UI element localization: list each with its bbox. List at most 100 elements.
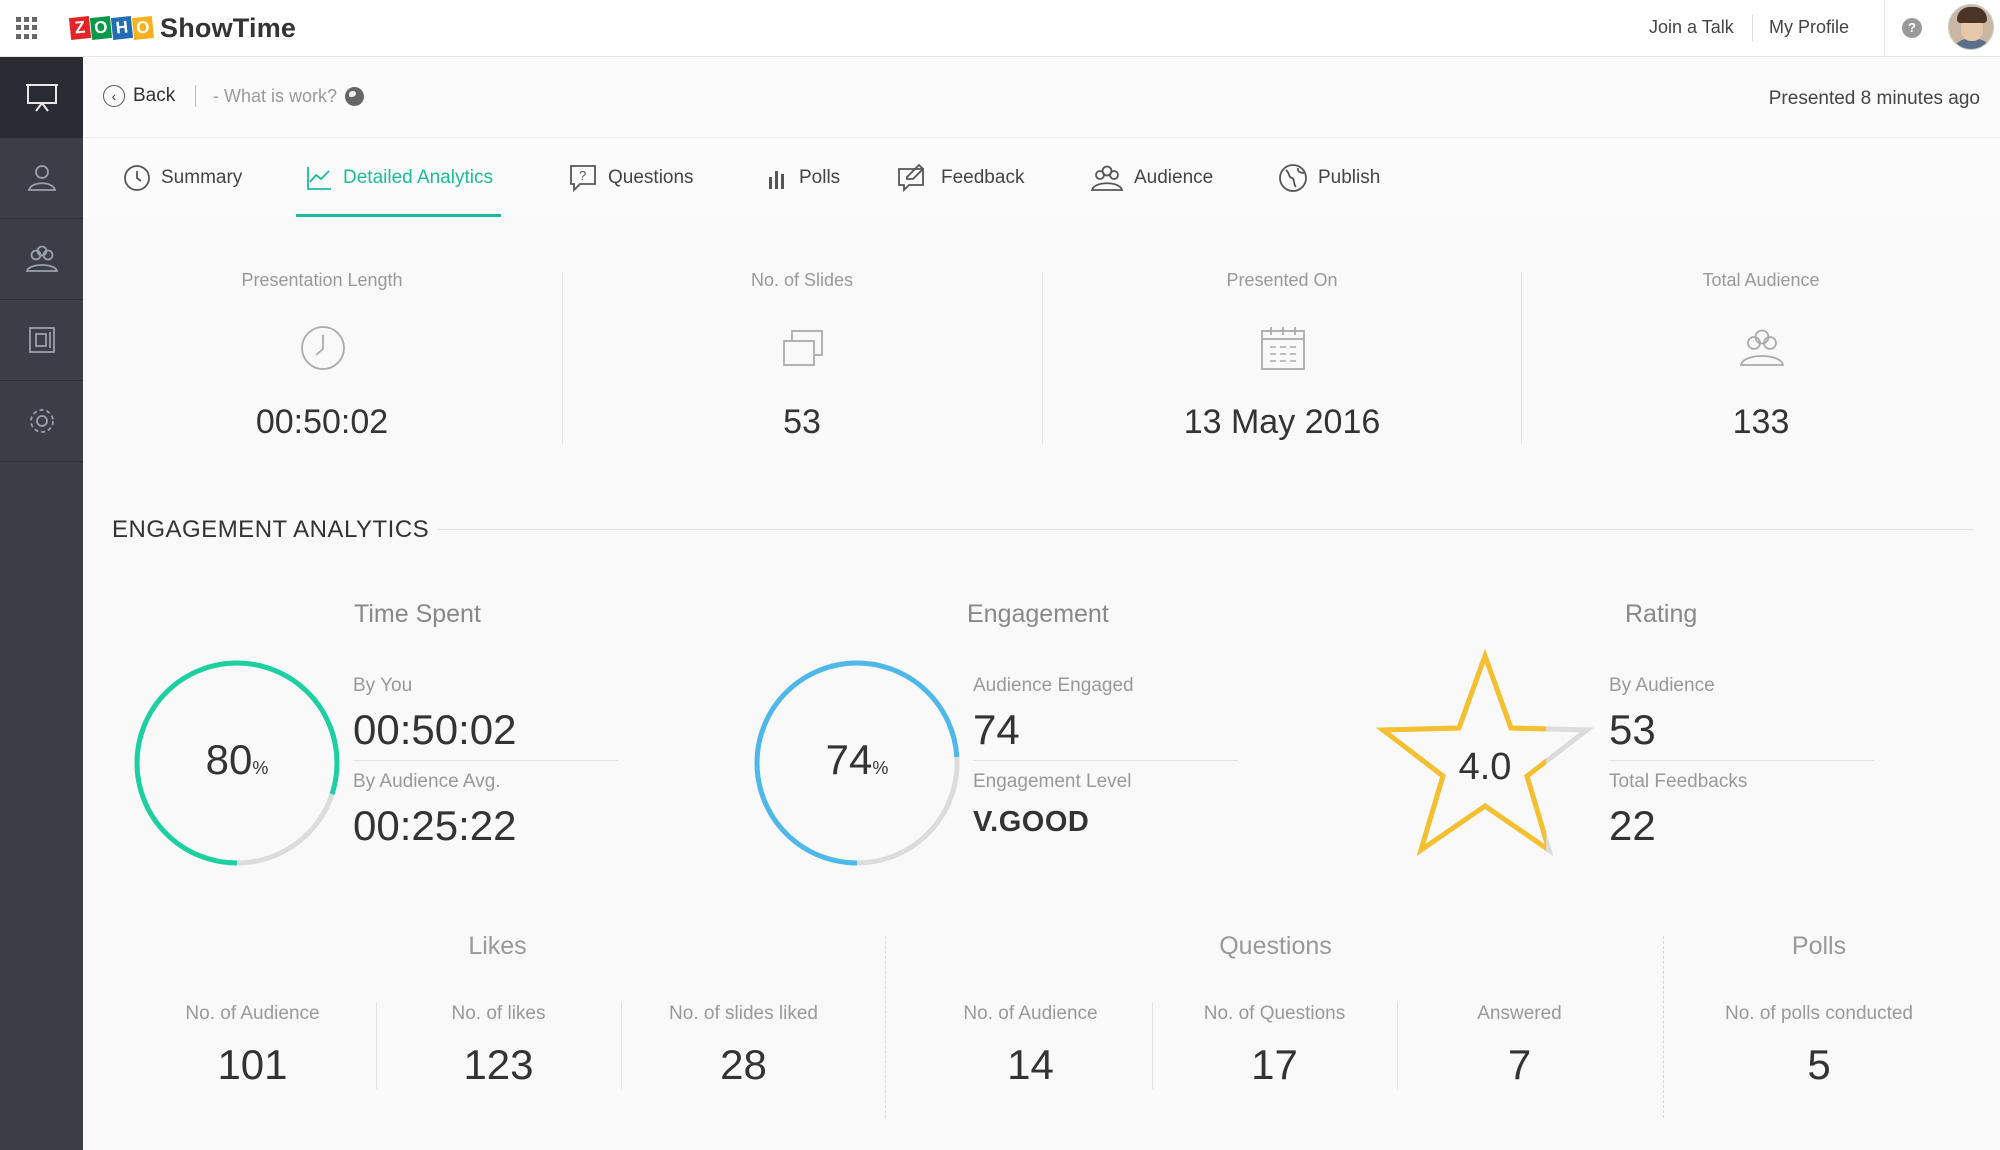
audience-avg-value: 00:25:22 (353, 802, 517, 849)
sidebar (0, 57, 83, 1150)
gear-icon (29, 409, 54, 433)
questions-title: Questions (1219, 932, 1332, 960)
divider (437, 529, 1974, 530)
calendar-icon (1261, 327, 1305, 370)
engagement-title: Engagement (967, 600, 1109, 628)
divider (973, 760, 1238, 761)
audience-engaged-label: Audience Engaged (973, 675, 1134, 696)
analytics-icon (307, 167, 331, 190)
sub-header: ‹ Back - What is work? Presented 8 minut… (83, 57, 2000, 138)
sidebar-item-presentations[interactable] (0, 57, 83, 138)
sidebar-item-gallery[interactable] (0, 300, 83, 381)
audience-icon (1090, 165, 1124, 191)
tab-feedback[interactable]: Feedback (897, 139, 1024, 217)
question-icon: ? (570, 165, 596, 193)
divider (353, 760, 618, 761)
divider (621, 1003, 622, 1089)
tab-bar: Summary Detailed Analytics ? Questions P… (83, 139, 2000, 217)
globe-icon (345, 87, 365, 106)
divider (885, 936, 886, 1118)
polls-title: Polls (1791, 932, 1847, 960)
likes-title: Likes (468, 932, 527, 960)
likes-audience-metric: No. of Audience 101 (185, 1003, 320, 1088)
divider (1521, 272, 1522, 444)
divider (1752, 15, 1753, 41)
questions-count-metric: No. of Questions 17 (1203, 1003, 1346, 1088)
time-spent-ring (134, 660, 340, 866)
section-title: ENGAGEMENT ANALYTICS (112, 516, 430, 543)
main-content: ‹ Back - What is work? Presented 8 minut… (83, 57, 2000, 1150)
clock-icon (301, 326, 345, 370)
divider (1884, 0, 1885, 57)
divider (1663, 936, 1664, 1118)
slides-liked-metric: No. of slides liked 28 (669, 1003, 818, 1088)
stat-value: 133 (1732, 403, 1790, 441)
join-talk-link[interactable]: Join a Talk (1649, 17, 1734, 37)
polls-conducted-metric: No. of polls conducted 5 (1724, 1003, 1913, 1088)
by-audience-value: 53 (1609, 706, 1656, 753)
divider (1152, 1003, 1153, 1089)
globe-icon (1279, 164, 1307, 192)
tab-audience[interactable]: Audience (1090, 139, 1213, 217)
engagement-level-value: V.GOOD (973, 806, 1090, 838)
brand-name: ShowTime (160, 12, 297, 43)
avatar[interactable] (1948, 4, 1994, 50)
sidebar-item-profile[interactable] (0, 138, 83, 219)
audience-engaged-value: 74 (973, 706, 1020, 753)
time-spent-percent: 80% (205, 736, 269, 783)
engagement-level-label: Engagement Level (973, 771, 1132, 792)
audience-avg-label: By Audience Avg. (353, 771, 501, 792)
back-button[interactable]: ‹ Back (103, 85, 175, 107)
engagement-ring (754, 660, 960, 866)
tab-publish[interactable]: Publish (1278, 139, 1380, 217)
total-feedbacks-value: 22 (1609, 802, 1656, 849)
engagement-percent: 74% (825, 736, 889, 783)
by-audience-label: By Audience (1609, 675, 1715, 696)
divider (562, 272, 563, 444)
group-icon (25, 245, 58, 272)
time-spent-title: Time Spent (354, 600, 481, 628)
feedback-icon (898, 163, 925, 193)
questions-answered-metric: Answered 7 (1477, 1003, 1562, 1088)
divider (1042, 272, 1043, 444)
help-icon[interactable]: ? (1902, 18, 1922, 38)
divider (376, 1003, 377, 1089)
tab-summary[interactable]: Summary (123, 139, 242, 217)
back-label: Back (133, 85, 176, 106)
rating-star (1375, 648, 1595, 857)
rating-value: 4.0 (1458, 746, 1512, 788)
by-you-value: 00:50:02 (353, 706, 517, 753)
divider (195, 85, 196, 107)
sidebar-item-settings[interactable] (0, 381, 83, 462)
back-arrow-icon: ‹ (103, 85, 125, 107)
my-profile-link[interactable]: My Profile (1769, 17, 1850, 37)
svg-text:?: ? (579, 168, 586, 183)
gallery-icon (28, 327, 55, 353)
talk-title: - What is work? (213, 86, 365, 107)
clock-icon (124, 165, 150, 191)
likes-count-metric: No. of likes 123 (451, 1003, 546, 1088)
questions-audience-metric: No. of Audience 14 (963, 1003, 1098, 1088)
total-feedbacks-label: Total Feedbacks (1609, 771, 1748, 792)
by-you-label: By You (353, 675, 413, 696)
apps-grid-icon[interactable] (16, 17, 38, 39)
stat-label: No. of Slides (750, 270, 854, 290)
audience-icon (1739, 329, 1785, 366)
stat-label: Presentation Length (241, 270, 403, 290)
stat-label: Presented On (1226, 270, 1338, 290)
bar-chart-icon (769, 171, 784, 189)
stat-value: 00:50:02 (255, 403, 389, 441)
stat-value: 53 (783, 403, 821, 441)
tab-questions[interactable]: ? Questions (568, 139, 694, 217)
stat-label: Total Audience (1702, 270, 1820, 290)
divider (1397, 1003, 1398, 1089)
presented-time: Presented 8 minutes ago (1768, 88, 1980, 109)
rating-title: Rating (1625, 600, 1698, 628)
sidebar-item-audience[interactable] (0, 219, 83, 300)
user-icon (27, 165, 56, 191)
tab-polls[interactable]: Polls (765, 139, 840, 217)
tab-detailed-analytics[interactable]: Detailed Analytics (296, 139, 501, 217)
